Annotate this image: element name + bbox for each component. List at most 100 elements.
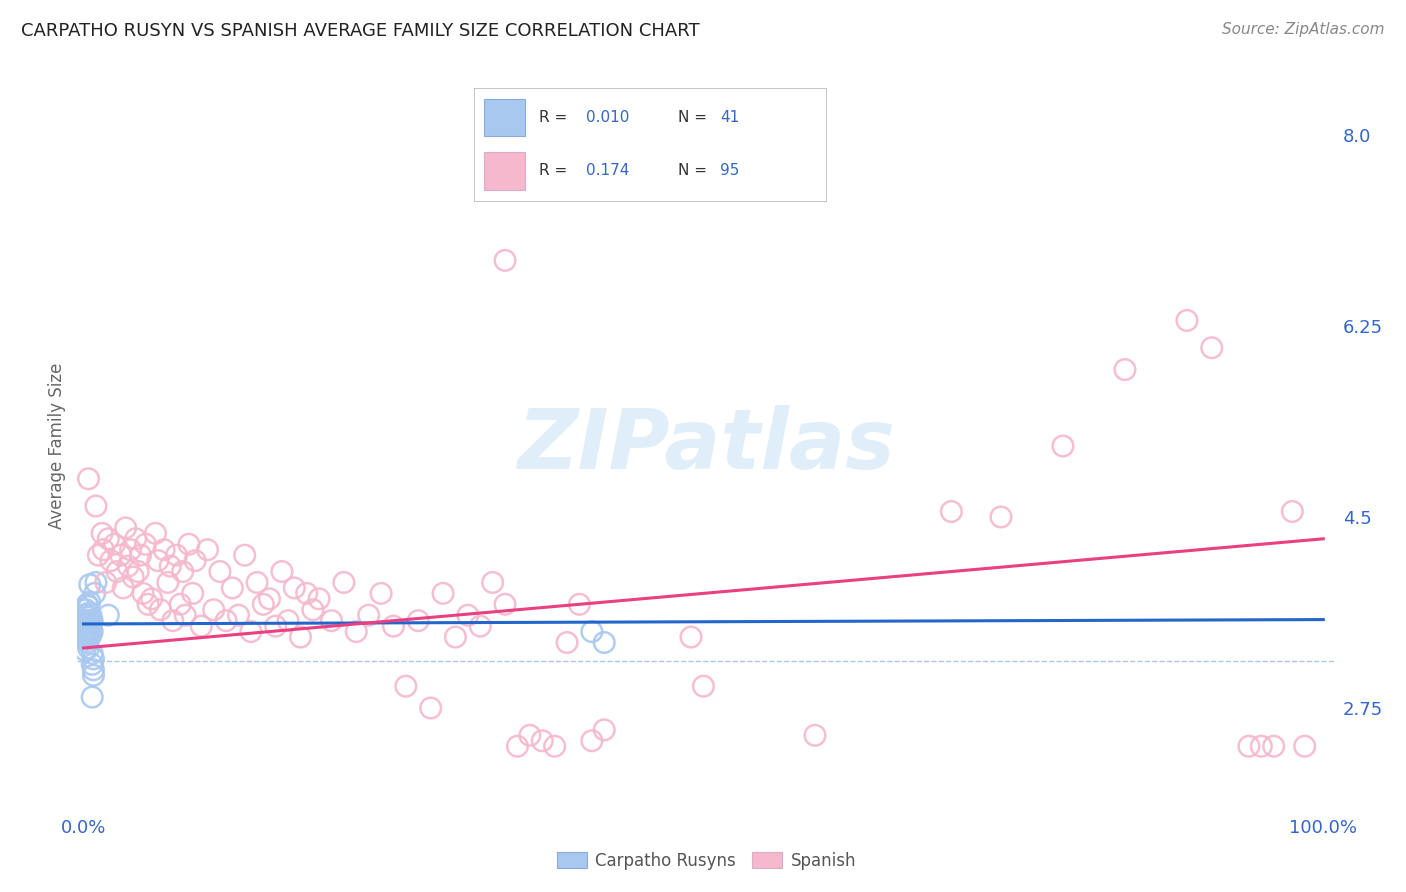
Point (357, 608, 380, 623)
Point (97, 532, 120, 546)
Point (1294, 739, 1316, 754)
Point (80, 616, 103, 631)
Point (432, 586, 454, 600)
Point (103, 537, 125, 551)
Point (555, 635, 578, 649)
Point (295, 586, 318, 600)
Point (120, 542, 142, 557)
Point (283, 581, 305, 595)
Point (177, 537, 200, 551)
Point (83, 586, 105, 600)
Point (93, 542, 115, 557)
Point (114, 521, 136, 535)
Point (172, 565, 194, 579)
Point (1250, 739, 1272, 754)
Text: CARPATHO RUSYN VS SPANISH AVERAGE FAMILY SIZE CORRELATION CHART: CARPATHO RUSYN VS SPANISH AVERAGE FAMILY… (21, 22, 700, 40)
Point (395, 679, 418, 693)
Point (1114, 362, 1136, 376)
Point (159, 559, 181, 574)
Point (82, 690, 104, 704)
Point (593, 723, 616, 737)
Point (82, 663, 104, 677)
Point (197, 542, 219, 557)
Point (215, 614, 238, 628)
Point (581, 733, 603, 747)
Point (153, 542, 176, 557)
Point (290, 630, 312, 644)
Point (76, 597, 98, 611)
Point (202, 603, 225, 617)
Point (124, 532, 146, 546)
Point (457, 608, 479, 623)
Text: Source: ZipAtlas.com: Source: ZipAtlas.com (1222, 22, 1385, 37)
Point (252, 597, 274, 611)
Point (76, 614, 98, 628)
Point (79, 577, 101, 591)
Point (259, 591, 281, 606)
Point (519, 728, 541, 742)
Point (84, 575, 107, 590)
Point (105, 565, 128, 579)
Point (333, 575, 356, 590)
Point (169, 597, 191, 611)
Point (174, 608, 197, 623)
Point (264, 619, 287, 633)
Point (77, 640, 100, 655)
Point (73, 614, 96, 628)
Point (228, 608, 250, 623)
Point (84, 499, 107, 513)
Point (76, 628, 98, 642)
Point (382, 619, 405, 633)
Point (79, 619, 101, 633)
Point (76, 616, 98, 631)
Point (79, 595, 101, 609)
Point (494, 253, 516, 268)
Point (75, 603, 97, 617)
Point (79, 614, 101, 628)
Point (344, 624, 367, 639)
Point (91, 526, 114, 541)
Point (134, 537, 156, 551)
Point (73, 624, 96, 639)
Point (692, 679, 714, 693)
Point (77, 624, 100, 639)
Point (77, 627, 100, 641)
Point (221, 581, 243, 595)
Point (82, 652, 104, 666)
Point (302, 603, 325, 617)
Point (208, 565, 231, 579)
Point (127, 565, 149, 579)
Point (166, 548, 188, 562)
Point (110, 548, 132, 562)
Point (87, 548, 110, 562)
Point (190, 619, 212, 633)
Point (419, 701, 441, 715)
Point (270, 565, 292, 579)
Point (494, 597, 516, 611)
Point (136, 597, 159, 611)
Point (990, 510, 1012, 524)
Point (79, 630, 101, 644)
Point (941, 504, 963, 518)
Y-axis label: Average Family Size: Average Family Size (48, 363, 66, 529)
Point (1201, 341, 1223, 355)
Point (1237, 739, 1260, 754)
Point (1281, 504, 1303, 518)
Point (593, 635, 616, 649)
Point (76, 635, 98, 649)
Point (1175, 313, 1198, 327)
Point (80, 621, 103, 635)
Legend: Carpatho Rusyns, Spanish: Carpatho Rusyns, Spanish (550, 846, 863, 877)
Point (100, 554, 122, 568)
Point (506, 739, 529, 754)
Point (77, 606, 100, 620)
Point (129, 548, 152, 562)
Point (73, 643, 96, 657)
Point (321, 614, 343, 628)
Point (1052, 439, 1074, 453)
Point (246, 575, 269, 590)
Point (117, 559, 139, 574)
Point (239, 624, 262, 639)
Point (531, 733, 554, 747)
Point (75, 608, 97, 623)
